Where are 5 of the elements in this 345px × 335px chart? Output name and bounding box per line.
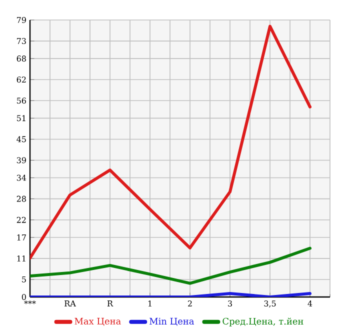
legend-label: Min Цена [150, 318, 194, 326]
line-series [30, 24, 312, 260]
legend-label: Сред.Цена, т.йен [222, 318, 304, 326]
legend-label: Max Цена [74, 318, 121, 326]
line-series [30, 246, 312, 285]
